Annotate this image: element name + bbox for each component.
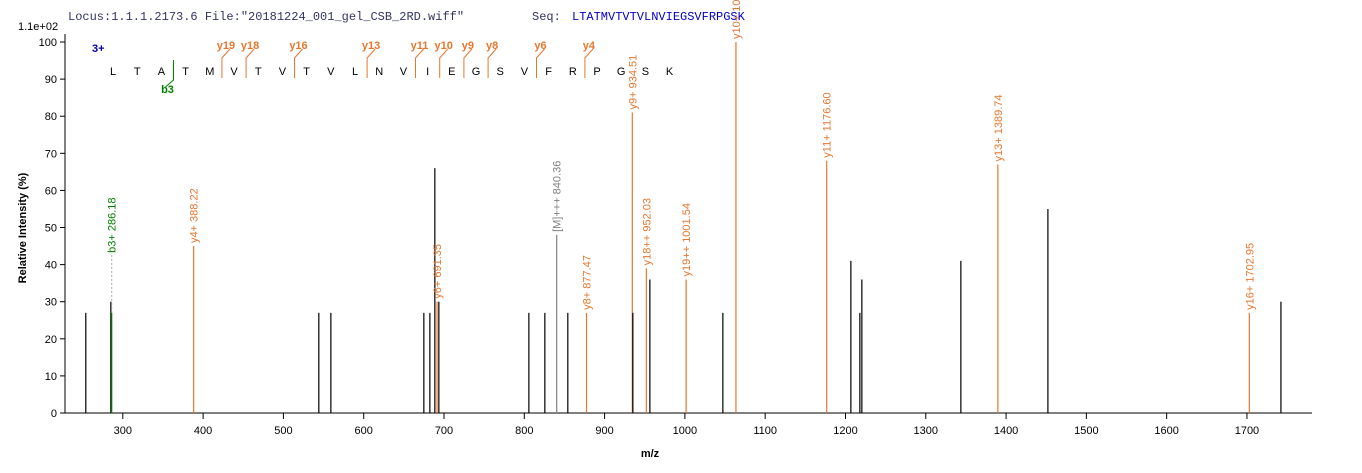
residue: T	[303, 66, 310, 78]
residue: L	[352, 66, 358, 78]
peak-label: y4+ 388.22	[189, 188, 201, 243]
ion-bracket	[221, 48, 231, 78]
ion-label: y6	[534, 40, 546, 52]
y-tick-label: 90	[45, 74, 57, 86]
charge: 3+	[92, 43, 105, 55]
residue: P	[593, 66, 600, 78]
ion-label: y16	[289, 40, 307, 52]
x-tick-label: 1700	[1235, 425, 1259, 437]
residue: T	[134, 66, 141, 78]
x-tick-label: 700	[435, 425, 453, 437]
peak-label: y16+ 1702.95	[1244, 243, 1256, 310]
residue: F	[545, 66, 552, 78]
x-tick-label: 900	[595, 425, 613, 437]
x-tick-label: 500	[274, 425, 292, 437]
x-tick-label: 1600	[1154, 425, 1178, 437]
peak-label: y10+ 1063.59	[731, 0, 743, 39]
x-tick-label: 1300	[914, 425, 938, 437]
residue: L	[110, 66, 116, 78]
ion-label: y11	[411, 40, 429, 52]
x-tick-label: 400	[194, 425, 212, 437]
seq: LTATMVTVTVLNVIEGSVFRPGSK	[572, 10, 746, 24]
x-tick-label: 1200	[833, 425, 857, 437]
ion-bracket	[294, 48, 303, 78]
residue: N	[375, 66, 383, 78]
y-tick-label: 30	[45, 297, 57, 309]
ion-bracket	[165, 60, 174, 88]
x-tick-label: 1500	[1074, 425, 1098, 437]
ion-bracket	[415, 48, 424, 78]
x-tick-label: 600	[355, 425, 373, 437]
residue: V	[230, 66, 238, 78]
residue: T	[182, 66, 189, 78]
y-tick-label: 100	[39, 37, 57, 49]
peak-label: y19++ 1001.54	[681, 203, 693, 276]
x-axis-label: m/z	[641, 448, 660, 460]
residue: K	[666, 66, 674, 78]
seq-label: Seq:	[532, 10, 561, 24]
ion-label: b3	[161, 84, 174, 96]
ion-label: y4	[583, 40, 596, 52]
residue: S	[642, 66, 649, 78]
y-tick-label: 70	[45, 148, 57, 160]
peak-label: y6+ 691.35	[432, 244, 444, 299]
x-tick-label: 800	[515, 425, 533, 437]
residue: V	[400, 66, 408, 78]
ion-bracket	[439, 48, 449, 78]
y-tick-label: 40	[45, 260, 57, 272]
x-tick-label: 1000	[673, 425, 697, 437]
ion-bracket	[487, 48, 497, 78]
ion-label: y18	[241, 40, 259, 52]
residue: E	[448, 66, 455, 78]
peak-label: y9+ 934.51	[627, 55, 639, 110]
y-axis-label: Relative Intensity (%)	[17, 172, 29, 283]
ion-bracket	[245, 48, 255, 78]
x-tick-label: 1400	[994, 425, 1018, 437]
y-tick-label: 20	[45, 334, 57, 346]
residue: V	[279, 66, 287, 78]
residue: R	[569, 66, 577, 78]
y-tick-label: 10	[45, 371, 57, 383]
y-tick-label: 0	[51, 408, 57, 420]
locus: Locus:1.1.1.2173.6 File:"20181224_001_ge…	[68, 10, 464, 24]
y-tick-label: 50	[45, 223, 57, 235]
residue: S	[497, 66, 504, 78]
residue: V	[327, 66, 335, 78]
peak-label: y11+ 1176.60	[822, 92, 834, 157]
ion-label: y9	[462, 40, 474, 52]
residue: A	[158, 66, 166, 78]
residue: T	[255, 66, 262, 78]
peak-label: y13+ 1389.74	[993, 94, 1005, 161]
peak-label: [M]+++ 840.36	[552, 161, 564, 232]
x-tick-label: 1100	[753, 425, 777, 437]
residue: I	[426, 66, 429, 78]
ion-label: y13	[362, 40, 380, 52]
residue: G	[617, 66, 626, 78]
peak-label: y8+ 877.47	[581, 255, 593, 310]
ion-bracket	[366, 48, 376, 78]
residue: M	[205, 66, 214, 78]
ion-bracket	[584, 48, 594, 78]
y-scale-label: 1.1e+02	[18, 21, 58, 33]
residue: G	[472, 66, 481, 78]
x-tick-label: 300	[114, 425, 132, 437]
ion-label: y10	[435, 40, 453, 52]
ion-bracket	[463, 48, 473, 78]
ion-label: y8	[486, 40, 498, 52]
residue: V	[521, 66, 529, 78]
y-tick-label: 80	[45, 111, 57, 123]
peak-label: b3+ 286.18	[107, 197, 119, 252]
peak-label: y18++ 952.03	[641, 198, 653, 265]
y-tick-label: 60	[45, 185, 57, 197]
ion-bracket	[536, 48, 545, 78]
ion-label: y19	[217, 40, 235, 52]
